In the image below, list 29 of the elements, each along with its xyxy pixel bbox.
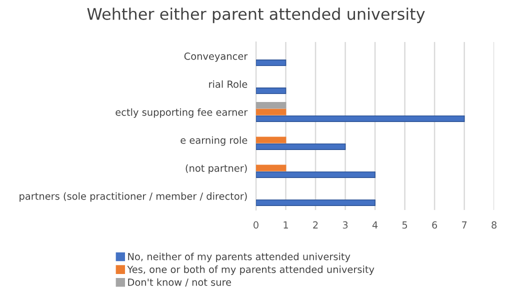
x-tick-label: 6 [432,221,438,229]
x-tick-label: 3 [342,221,348,229]
x-tick-label: 1 [284,221,288,228]
y-tick-label: Conveyancer [184,52,248,62]
y-tick-label: e earning role [180,136,248,146]
legend-label: Yes, one or both of my parents attended university [127,266,374,275]
bar [256,108,286,116]
x-tick-label: 5 [402,221,408,229]
y-tick-label: rial Role [209,80,248,88]
bar [256,59,286,66]
x-tick-label: 7 [462,221,467,228]
bar [256,143,346,150]
bar [256,164,286,172]
x-tick-label: 4 [372,221,378,228]
x-tick-label: 2 [313,221,318,228]
bar [256,171,376,178]
bar [256,87,286,94]
bar [256,115,465,122]
x-tick-label: 8 [492,221,497,229]
bar [256,102,286,109]
y-tick-label: ectly supporting fee earner [116,108,248,118]
y-tick-label: (not partner) [186,164,247,174]
x-tick-label: 0 [254,221,258,229]
legend-label: Don't know / not sure [128,278,232,287]
chart-title: Wehther either parent attended university [87,8,425,24]
y-tick-label: partners (sole practitioner / member / director) [20,192,247,202]
bar [256,136,286,144]
bar [256,199,376,206]
legend-label: No, neither of my parents attended university [128,252,350,262]
